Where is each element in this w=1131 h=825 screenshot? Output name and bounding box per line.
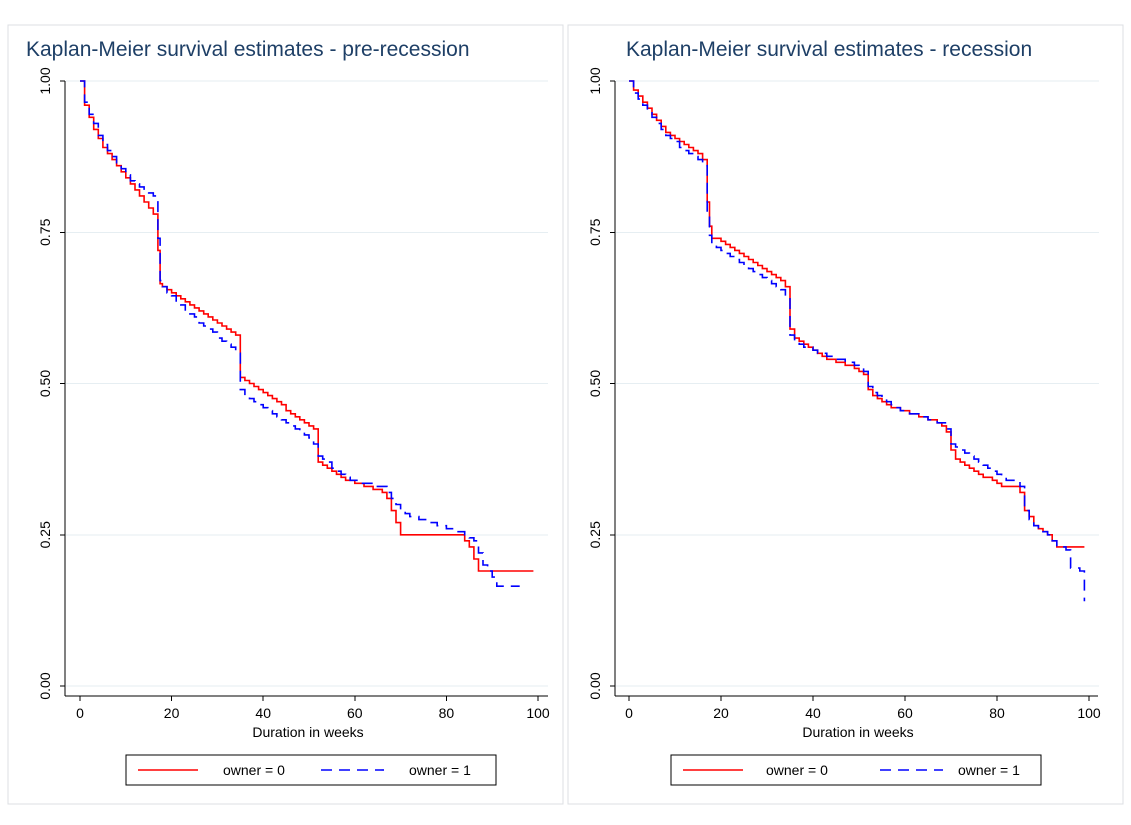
- x-tick-label: 80: [989, 705, 1005, 721]
- axis-ticks: [610, 80, 1090, 701]
- x-tick-label: 60: [347, 705, 363, 721]
- y-tick-label: 0.75: [587, 218, 603, 245]
- x-axis-title: Duration in weeks: [802, 724, 913, 740]
- series-lines: [80, 80, 534, 587]
- y-tick-label: 0.00: [587, 672, 603, 699]
- x-tick-label: 80: [439, 705, 455, 721]
- x-axis-title: Duration in weeks: [252, 724, 363, 740]
- y-tick-label: 0.50: [37, 370, 53, 397]
- series-lines: [629, 80, 1086, 602]
- y-tick-label: 1.00: [37, 67, 53, 94]
- y-tick-label: 0.50: [587, 370, 603, 397]
- x-tick-label: 40: [255, 705, 271, 721]
- chart-panel-recession: Kaplan-Meier survival estimates - recess…: [567, 24, 1124, 805]
- axis-ticks: [60, 80, 539, 701]
- y-tick-label: 0.00: [37, 672, 53, 699]
- x-tick-label: 0: [625, 705, 633, 721]
- y-tick-label: 0.75: [37, 218, 53, 245]
- y-tick-labels: 0.00 0.25 0.50 0.75 1.00: [37, 67, 53, 699]
- y-tick-labels: 0.00 0.25 0.50 0.75 1.00: [587, 67, 603, 699]
- x-tick-label: 20: [713, 705, 729, 721]
- x-tick-label: 0: [76, 705, 84, 721]
- y-tick-label: 1.00: [587, 67, 603, 94]
- grid-lines: [616, 80, 1099, 687]
- x-tick-label: 40: [805, 705, 821, 721]
- x-tick-labels: 0 20 40 60 80 100: [76, 705, 550, 721]
- panel-background: [567, 24, 1124, 805]
- panel-background: [7, 24, 564, 805]
- x-tick-label: 20: [164, 705, 180, 721]
- survival-curve-owner-0: [80, 80, 534, 572]
- legend-label-owner-1: owner = 1: [958, 762, 1020, 778]
- legend-label-owner-1: owner = 1: [409, 762, 471, 778]
- chart-title: Kaplan-Meier survival estimates - pre-re…: [26, 38, 470, 61]
- x-tick-label: 60: [897, 705, 913, 721]
- legend-label-owner-0: owner = 0: [766, 762, 828, 778]
- chart-panel-pre-recession: Kaplan-Meier survival estimates - pre-re…: [7, 24, 564, 805]
- grid-lines: [66, 80, 548, 687]
- survival-curve-owner-1: [80, 80, 520, 587]
- y-tick-label: 0.25: [587, 521, 603, 548]
- survival-curve-owner-0: [629, 80, 1085, 548]
- x-tick-label: 100: [1077, 705, 1101, 721]
- legend: owner = 0 owner = 1: [125, 754, 497, 786]
- x-tick-label: 100: [526, 705, 550, 721]
- legend-label-owner-0: owner = 0: [223, 762, 285, 778]
- y-tick-label: 0.25: [37, 521, 53, 548]
- legend: owner = 0 owner = 1: [670, 754, 1042, 786]
- survival-curve-owner-1: [629, 80, 1086, 602]
- chart-title: Kaplan-Meier survival estimates - recess…: [626, 38, 1032, 61]
- x-tick-labels: 0 20 40 60 80 100: [625, 705, 1101, 721]
